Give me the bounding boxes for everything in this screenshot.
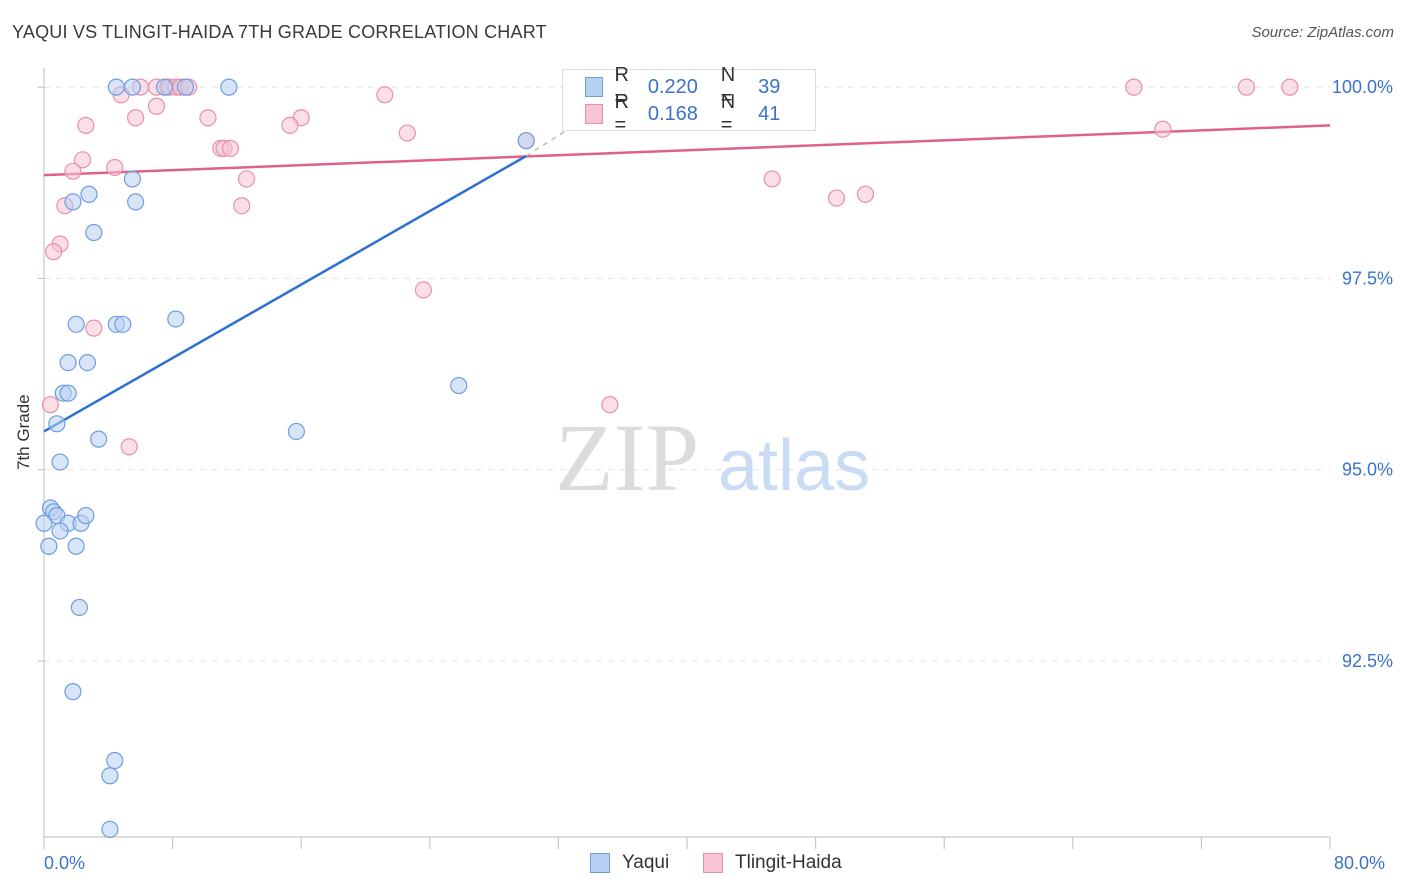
tlingit-haida-point (73, 151, 92, 169)
tlingit-haida-point (398, 124, 416, 142)
tlingit-haida-point (1237, 78, 1256, 96)
yaqui-legend-label: Yaqui (622, 852, 670, 873)
yaqui-point (80, 185, 98, 203)
yaqui-point (90, 430, 108, 448)
legend-row-yaqui: R = 0.220 N = 39 (585, 64, 815, 109)
yaqui-point (167, 310, 185, 328)
tlingit-haida-point (77, 116, 95, 134)
tlingit-haida-legend-swatch (703, 853, 723, 873)
trend-lines (43, 94, 1331, 433)
legend-n-value: 41 (758, 102, 781, 125)
yaqui-point (70, 598, 88, 617)
y-tick-label: 92.5% (1342, 651, 1393, 671)
yaqui-point (114, 315, 132, 333)
y-tick-labels: 92.5% 95.0% 97.5% 100.0% (1332, 77, 1393, 671)
yaqui-point (51, 453, 69, 471)
yaqui-point (35, 514, 53, 532)
tlingit-haida-swatch (585, 104, 603, 124)
yaqui-point (123, 78, 142, 96)
yaqui-point (67, 537, 85, 555)
x-tick-label-min: 0.0% (44, 853, 86, 873)
x-tick-label-max: 80.0% (1334, 853, 1386, 873)
yaqui-point (107, 78, 125, 96)
yaqui-point (155, 78, 174, 96)
yaqui-point (176, 78, 195, 96)
yaqui-point (59, 384, 77, 402)
y-tick-label: 95.0% (1342, 460, 1393, 480)
yaqui-point (127, 193, 145, 211)
tlingit-haida-point (827, 189, 846, 207)
bottom-legend-yaqui: Yaqui (590, 852, 669, 874)
legend-n-value: 39 (758, 75, 781, 98)
tlingit-haida-point (281, 116, 299, 134)
tlingit-haida-point (106, 158, 124, 177)
yaqui-point (51, 522, 69, 540)
legend-row-tlingit-haida: R = 0.168 N = 41 (585, 91, 815, 136)
legend-n-label: N = (720, 64, 736, 109)
watermark-zip: ZIP (555, 404, 699, 511)
chart-title: YAQUI VS TLINGIT-HAIDA 7TH GRADE CORRELA… (12, 22, 547, 42)
tlingit-haida-point (1154, 120, 1172, 138)
legend-n-label: N = (720, 91, 736, 136)
legend-r-value: 0.220 (647, 75, 698, 98)
yaqui-point (64, 683, 82, 701)
yaqui-trend-line (43, 154, 527, 433)
yaqui-point (450, 376, 468, 395)
tlingit-haida-point (45, 243, 63, 261)
yaqui-point (123, 170, 142, 188)
tlingit-haida-point (233, 197, 251, 215)
tlingit-haida-point (601, 396, 619, 414)
yaqui-legend-swatch (590, 853, 610, 873)
grid-lines (44, 86, 1330, 662)
watermark: ZIP atlas (555, 404, 870, 511)
yaqui-point (77, 507, 95, 525)
y-tick-label: 97.5% (1342, 268, 1393, 288)
tlingit-haida-point (221, 139, 240, 157)
yaqui-swatch (585, 77, 603, 97)
tlingit-haida-point (147, 97, 166, 115)
yaqui-point (517, 132, 535, 150)
yaqui-point (40, 537, 58, 555)
yaqui-point (220, 78, 238, 96)
tlingit-haida-point (856, 185, 875, 203)
tlingit-haida-trend-line (43, 124, 1331, 177)
yaqui-point (48, 415, 66, 433)
tlingit-haida-legend-label: Tlingit-Haida (735, 852, 842, 873)
tlingit-haida-point (127, 109, 145, 127)
tlingit-haida-point (1281, 78, 1299, 96)
tlingit-haida-point (85, 319, 103, 337)
tlingit-haida-point (1125, 78, 1143, 96)
correlation-legend: R = 0.220 N = 39 R = 0.168 N = 41 (562, 64, 816, 136)
watermark-atlas: atlas (718, 426, 870, 506)
yaqui-point (67, 315, 85, 333)
legend-r-label: R = (614, 64, 629, 109)
yaqui-point (106, 751, 124, 770)
tlingit-haida-point (414, 281, 432, 299)
tlingit-haida-point (120, 438, 138, 456)
yaqui-point (64, 193, 82, 211)
tlingit-haida-points (41, 78, 1299, 456)
yaqui-point (101, 767, 119, 785)
yaqui-point (59, 353, 77, 372)
legend-r-label: R = (614, 91, 629, 136)
tlingit-haida-point (41, 396, 60, 414)
yaqui-point (78, 353, 97, 372)
axes (38, 68, 1331, 849)
yaqui-point (85, 223, 103, 242)
legend-r-value: 0.168 (647, 102, 698, 125)
tlingit-haida-point (64, 162, 82, 180)
tlingit-haida-point (376, 86, 394, 104)
y-tick-label: 100.0% (1332, 77, 1393, 97)
tlingit-haida-point (237, 170, 256, 188)
yaqui-point (101, 820, 119, 838)
tlingit-haida-point (199, 109, 217, 127)
source-label: Source: ZipAtlas.com (1251, 24, 1394, 41)
tlingit-haida-point (763, 170, 781, 188)
y-axis-label: 7th Grade (14, 394, 33, 470)
bottom-legend-tlingit-haida: Tlingit-Haida (703, 852, 842, 874)
yaqui-point (287, 422, 305, 441)
yaqui-points (35, 78, 535, 838)
